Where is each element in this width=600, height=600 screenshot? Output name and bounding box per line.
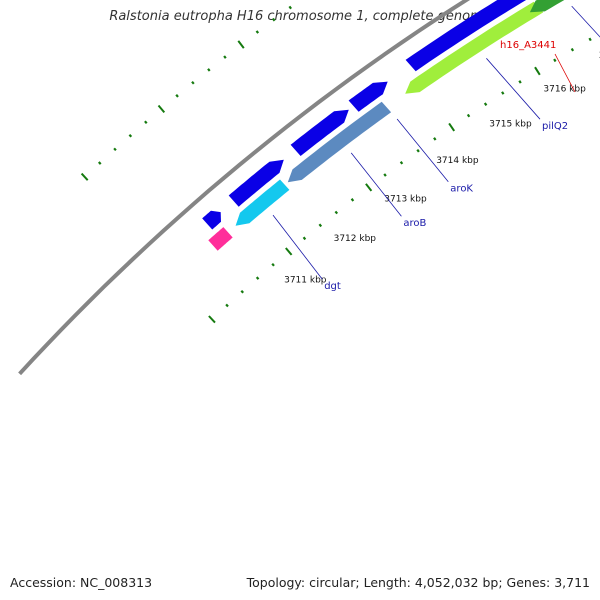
accession-text: Accession: NC_008313 [10,575,153,590]
outer-tick [191,80,195,85]
outer-tick [207,68,211,72]
inner-tick [271,262,275,267]
dgt-gene-arrow[interactable] [235,179,290,226]
gene-label-leader [350,152,402,217]
forward-gene-arrow[interactable] [228,159,284,207]
scale-label: 3712 kbp [334,234,377,244]
outer-tick [223,55,227,59]
gene-label[interactable]: pilQ2 [542,121,568,132]
inner-tick [285,247,293,256]
scale-label: 3714 kbp [436,156,479,166]
genome-info-text: Topology: circular; Length: 4,052,032 bp… [246,575,590,590]
outer-tick [255,30,260,34]
aroB-gene-arrow[interactable] [287,101,392,183]
gene-label[interactable]: aroK [450,184,473,195]
outer-tick [237,40,245,49]
forward-gene-arrow[interactable] [348,81,388,112]
backbone [18,0,471,376]
forward-gene-arrow[interactable] [290,109,349,156]
inner-tick [466,113,471,118]
inner-tick [365,183,373,192]
outer-tick [272,17,276,22]
gene-label-leader [486,58,541,120]
scale-label: 3717 kbp [599,51,600,61]
outer-tick [175,94,179,98]
pilQ2-gene-arrow[interactable] [405,1,544,94]
scale-label: 3711 kbp [284,276,327,286]
outer-tick [288,5,292,10]
outer-tick [97,161,102,165]
highlight-leader [554,53,576,93]
outer-tick [128,133,133,138]
map-title: Ralstonia eutropha H16 chromosome 1, com… [109,9,491,24]
inner-tick [518,80,522,84]
gene-label-leader [272,214,323,280]
inner-tick [383,173,387,177]
inner-tick [255,276,260,280]
inner-tick [433,137,437,141]
inner-tick [588,37,592,42]
tick-marks [80,5,592,324]
inner-tick [553,58,557,63]
inner-tick [225,303,229,308]
inner-tick [416,148,420,153]
inner-tick [334,210,339,215]
outer-tick [113,147,117,152]
gene-label-leader [396,118,449,182]
backbone-line [18,0,471,376]
inner-tick [208,315,216,324]
forward-gene-arrow[interactable] [202,210,221,230]
magenta-gene-arrow[interactable] [208,227,233,251]
inner-tick [483,102,488,107]
forward-gene-arrow[interactable] [405,0,542,72]
inner-tick [350,198,355,202]
inner-tick [534,66,541,76]
gene-label[interactable]: aroB [403,218,426,229]
scale-label: 3713 kbp [384,194,427,204]
labels: 3711 kbp 3712 kbp 3713 kbp 3714 kbp 3715 kbp… [272,5,600,292]
inner-tick [570,47,575,52]
scale-label: 3715 kbp [489,119,532,129]
inner-tick [240,289,245,294]
gene-label[interactable]: dgt [324,281,341,292]
inner-tick [501,91,505,95]
inner-tick [448,122,456,132]
pilO2-gene-arrow[interactable] [529,0,600,13]
scale-label: 3716 kbp [543,84,586,94]
outer-tick [80,172,89,181]
outer-tick [157,104,166,114]
inner-tick [302,236,307,241]
inner-tick [318,223,323,228]
gene-label-leader [571,5,600,38]
inner-tick [399,161,404,165]
feature-arrows [202,0,600,251]
outer-tick [144,120,148,125]
highlight-label[interactable]: h16_A3441 [500,40,556,51]
